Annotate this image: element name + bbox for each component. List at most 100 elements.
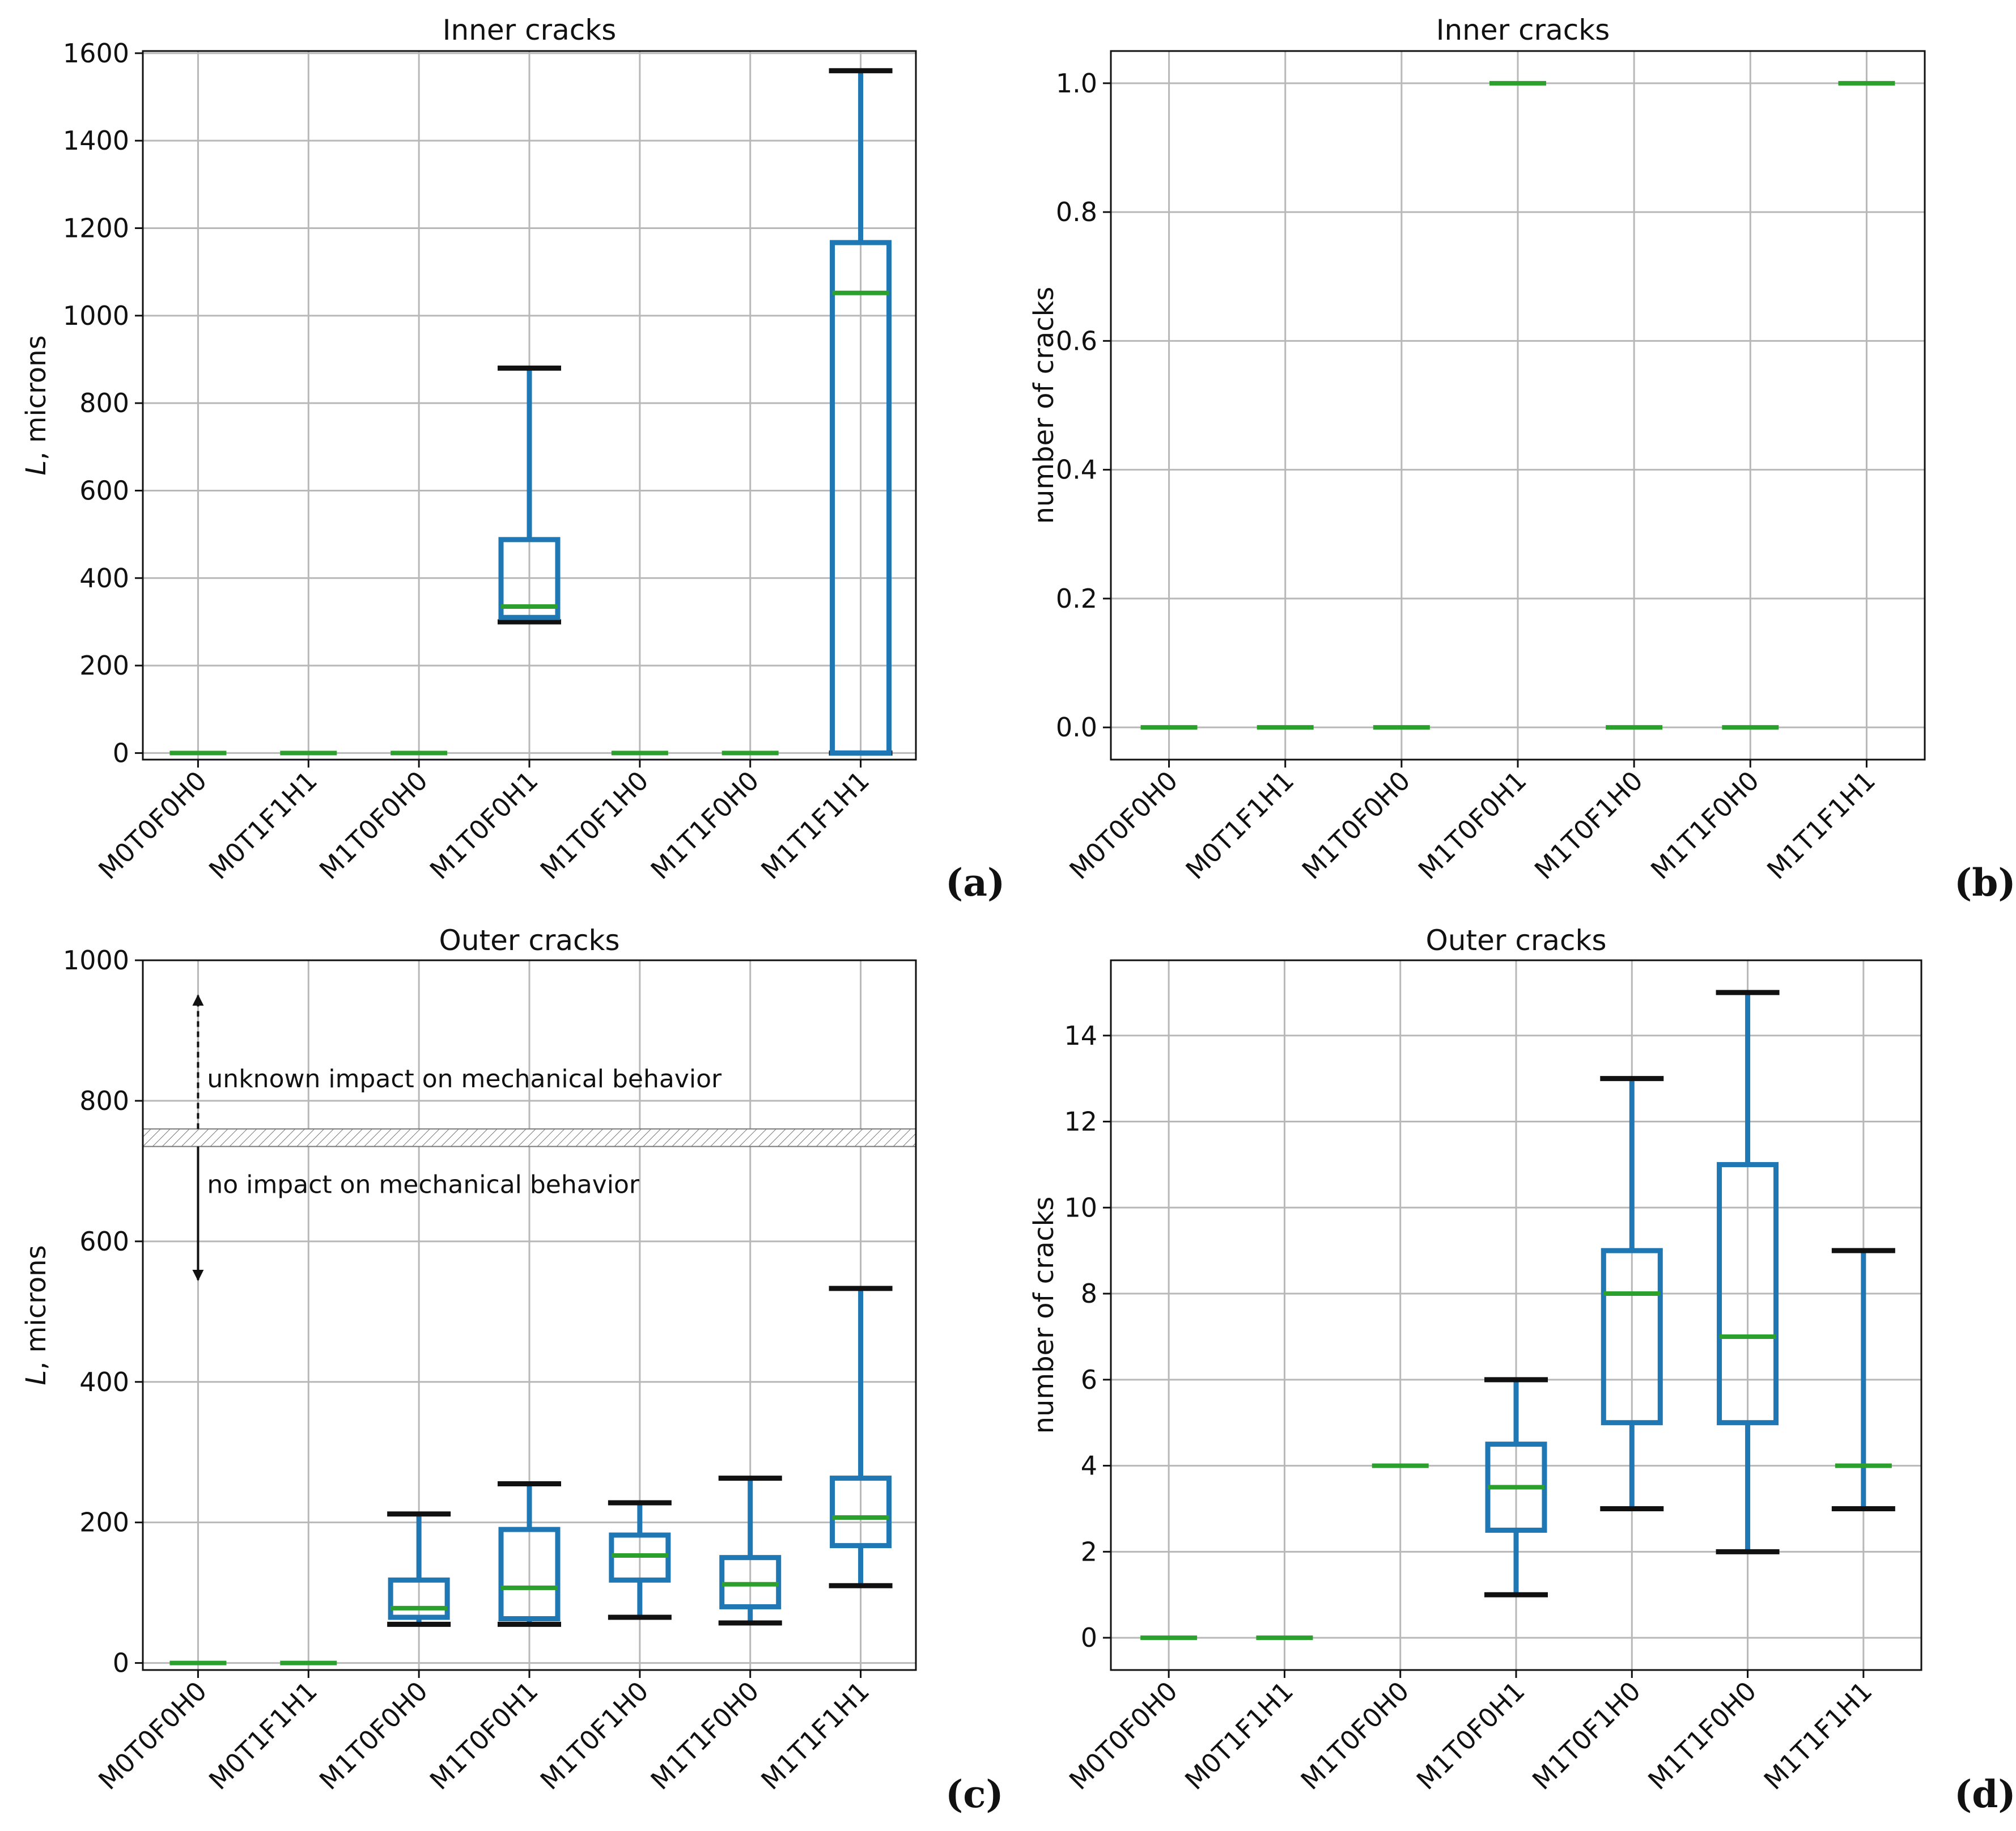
panel-b-x-tick-label: M1T0F0H1 — [1412, 765, 1533, 885]
panel-b-plot: 0.00.20.40.60.81.0M0T0F0H0M0T1F1H1M1T0F0… — [1056, 50, 1926, 885]
panel-b-y-tick-label: 0.8 — [1056, 197, 1097, 227]
panel-d-x-tick-label: M1T1F0H0 — [1642, 1676, 1762, 1796]
panel-a-x-tick-label: M1T0F0H1 — [424, 765, 544, 885]
panel-c-tag: (c) — [945, 1772, 1004, 1816]
panel-d-y-tick-label: 6 — [1081, 1364, 1097, 1395]
panel-b-x-tick-label: M1T0F1H0 — [1529, 765, 1649, 885]
panel-a-plot: 0 200 400 600 800 1000 1200 1400 1600 M0T0F0H0M0T… — [63, 38, 917, 885]
panel-d: Outer cracks 0 2 4 6 8 10 12 14 M0T0F0H0M0T1F1H1… — [1028, 924, 2016, 1816]
panel-b-y-tick-label: 0.6 — [1056, 325, 1097, 356]
panel-a-y-tick-label: 800 — [79, 388, 129, 418]
panel-a-y-tick-label: 600 — [79, 475, 129, 506]
panel-a-box-M1T0F0H1 — [498, 365, 561, 625]
panel-a-box-M1T1F1H1 — [829, 68, 893, 756]
panel-d-x-tick-label: M0T1F1H1 — [1179, 1676, 1299, 1796]
panel-c-x-tick-label: M1T0F0H1 — [424, 1676, 544, 1796]
panel-d-x-tick-label: M1T1F1H1 — [1758, 1676, 1878, 1796]
panel-c-annotation-lower: no impact on mechanical behavior — [207, 1171, 639, 1200]
panel-b-y-tick-label: 1.0 — [1056, 68, 1097, 99]
panel-d-y-tick-label: 10 — [1064, 1192, 1097, 1223]
panel-c-x-tick-label: M1T0F1H0 — [534, 1676, 655, 1796]
panel-b-tag: (b) — [1954, 861, 2016, 905]
panel-a-title: Inner cracks — [443, 14, 617, 46]
panel-d-y-tick-label: 2 — [1081, 1536, 1097, 1567]
panel-a-tag: (a) — [945, 861, 1005, 905]
panel-a-y-tick-label: 400 — [79, 563, 129, 594]
panel-a-x-tick-label: M1T1F0H0 — [644, 765, 765, 885]
panel-b-x-tick-label: M1T1F0H0 — [1645, 765, 1765, 885]
panel-c-annotation-upper: unknown impact on mechanical behavior — [207, 1065, 722, 1093]
panel-c-y-tick-label: 200 — [79, 1507, 129, 1538]
panel-b-x-tick-label: M0T0F0H0 — [1063, 765, 1183, 885]
panel-d-x-tick-label: M1T0F0H1 — [1411, 1676, 1531, 1796]
panel-d-x-tick-label: M0T0F0H0 — [1063, 1676, 1183, 1796]
panel-a-y-tick-label: 200 — [79, 650, 129, 681]
panel-d-title: Outer cracks — [1425, 924, 1606, 957]
panel-d-plot: 02468101214M0T0F0H0M0T1F1H1M1T0F0H0M1T0F… — [1063, 959, 1922, 1796]
panel-d-x-tick-label: M1T0F0H0 — [1295, 1676, 1415, 1796]
panel-c-y-axis-label-rest: , microns — [20, 1245, 52, 1370]
panel-a-x-tick-label: M0T1F1H1 — [203, 765, 323, 885]
panel-b-title: Inner cracks — [1436, 14, 1610, 46]
panel-b-y-axis-label: number of cracks — [1028, 287, 1060, 524]
panel-c-plot: unknown impact on mechanical behavior no … — [63, 945, 917, 1796]
panel-a-x-tick-label: M1T0F1H0 — [534, 765, 655, 885]
panel-a: Inner cracks 0 200 400 600 800 1000 1200 1400 16… — [20, 14, 1005, 905]
panel-b-x-tick-label: M0T1F1H1 — [1179, 765, 1300, 885]
panel-c-y-tick-label: 800 — [79, 1086, 129, 1116]
panel-d-y-axis-label: number of cracks — [1028, 1197, 1060, 1434]
panel-c-title: Outer cracks — [439, 924, 619, 957]
panel-c-y-tick-label: 1000 — [63, 945, 129, 976]
box-iqr — [1601, 1248, 1663, 1426]
panel-c-box-M1T0F0H0 — [387, 1511, 451, 1627]
panel-c-x-tick-label: M1T1F1H1 — [755, 1676, 875, 1796]
panel-d-y-tick-label: 12 — [1064, 1107, 1097, 1137]
panel-b-y-tick-label: 0.4 — [1056, 455, 1097, 485]
panel-c-y-tick-label: 400 — [79, 1367, 129, 1397]
panel-b-x-tick-label: M1T0F0H0 — [1296, 765, 1416, 885]
panel-d-box-M1T1F1H1 — [1831, 1248, 1895, 1511]
box-iqr — [388, 1577, 450, 1620]
panel-d-box-M1T1F0H0 — [1716, 990, 1780, 1554]
panel-a-y-tick-label: 1000 — [63, 300, 129, 331]
panel-a-y-tick-label: 1600 — [63, 38, 129, 69]
panel-d-box-M1T0F1H0 — [1600, 1076, 1664, 1511]
panel-c-y-tick-label: 0 — [113, 1648, 129, 1679]
panel-c: Outer cracks unknown impact on mechanica… — [20, 924, 1004, 1816]
panel-d-y-tick-label: 14 — [1064, 1020, 1097, 1051]
panel-c-y-tick-label: 600 — [79, 1226, 129, 1257]
panel-d-y-tick-label: 0 — [1081, 1622, 1097, 1653]
panel-b: Inner cracks 0.00.20.40.60.81.0M0T0F0H0M… — [1028, 14, 2016, 905]
panel-a-x-tick-label: M1T0F0H0 — [313, 765, 434, 885]
box-iqr — [498, 1527, 561, 1622]
box-iqr — [830, 240, 892, 756]
panel-c-y-axis-label-italic: L — [20, 1370, 52, 1385]
box-iqr — [498, 537, 561, 620]
panel-c-x-tick-label: M1T0F0H0 — [313, 1676, 434, 1796]
panel-b-y-tick-label: 0.0 — [1056, 712, 1097, 743]
panel-d-x-tick-label: M1T0F1H0 — [1526, 1676, 1646, 1796]
panel-a-y-axis-label: L, microns — [20, 335, 52, 475]
panel-a-y-tick-label: 1200 — [63, 213, 129, 244]
panel-a-y-tick-label: 0 — [113, 738, 129, 768]
box-iqr — [1717, 1162, 1779, 1426]
panel-d-tag: (d) — [1954, 1772, 2016, 1816]
panel-a-y-tick-label: 1400 — [63, 125, 129, 156]
panel-d-y-tick-label: 4 — [1081, 1451, 1097, 1481]
panel-d-box-M1T0F0H1 — [1484, 1377, 1548, 1597]
panel-c-x-tick-label: M0T1F1H1 — [203, 1676, 323, 1796]
panel-c-x-tick-label: M0T0F0H0 — [92, 1676, 213, 1796]
panel-c-x-tick-label: M1T1F0H0 — [644, 1676, 765, 1796]
panel-c-box-M1T0F0H1 — [498, 1481, 561, 1627]
panel-c-y-axis-label: L, microns — [20, 1245, 52, 1385]
panel-b-y-tick-label: 0.2 — [1056, 583, 1097, 614]
box-iqr — [830, 1476, 892, 1549]
panel-b-x-tick-label: M1T1F1H1 — [1761, 765, 1881, 885]
panel-c-box-M1T1F1H1 — [829, 1286, 893, 1588]
panel-a-x-tick-label: M1T1F1H1 — [755, 765, 875, 885]
panel-a-y-axis-label-rest: , microns — [20, 335, 52, 460]
panel-c-box-M1T0F1H0 — [608, 1500, 672, 1620]
panel-c-box-M1T1F0H0 — [718, 1476, 782, 1626]
panel-c-threshold-band — [142, 1128, 916, 1147]
